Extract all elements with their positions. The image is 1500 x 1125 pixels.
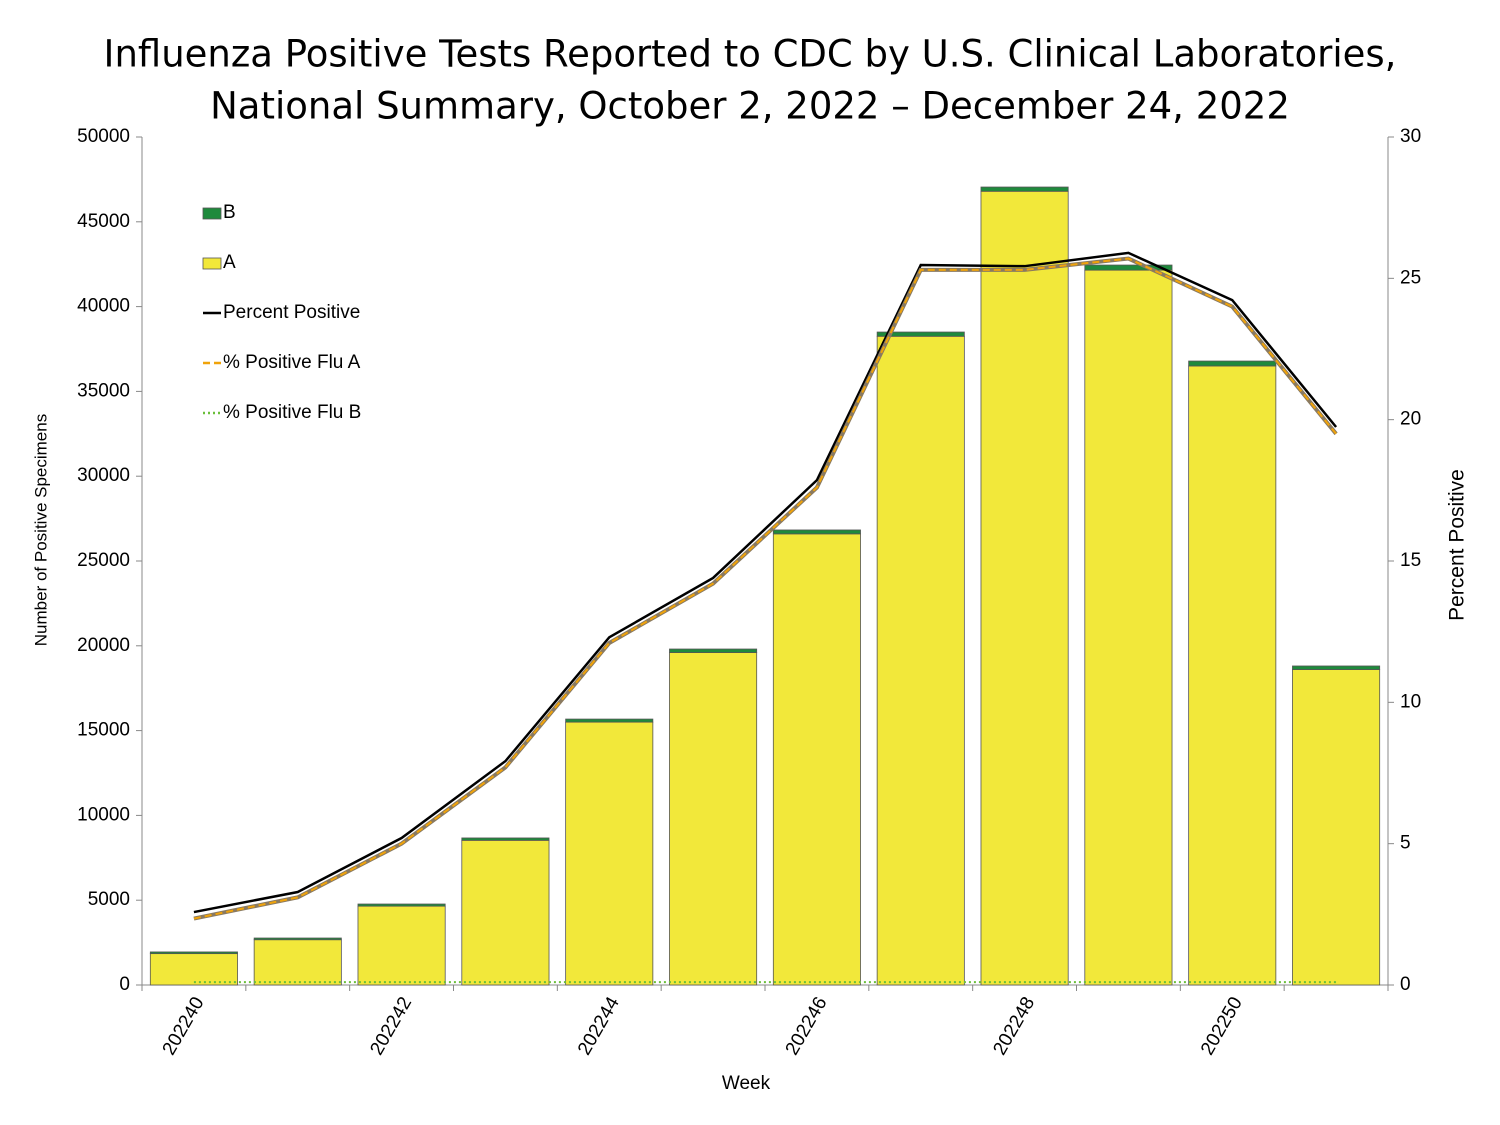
bar (772, 533, 861, 986)
legend-swatch (202, 207, 222, 220)
y-tick-label: 45000 (77, 211, 130, 232)
legend-label: B (223, 202, 236, 223)
bar (357, 903, 446, 907)
chart-title: National Summary, October 2, 2022 – Dece… (210, 85, 1290, 128)
bar (461, 837, 550, 841)
legend-label: Percent Positive (223, 302, 360, 323)
bar (980, 186, 1069, 192)
bar (565, 718, 654, 723)
chart-title: Influenza Positive Tests Reported to CDC… (104, 33, 1397, 76)
x-tick-label: 202248 (989, 994, 1039, 1059)
bar (876, 335, 965, 986)
y-tick-label: 15000 (77, 720, 130, 741)
bar (357, 905, 446, 986)
bar (1084, 269, 1173, 986)
y2-tick-label: 30 (1400, 126, 1421, 147)
bar (565, 721, 654, 986)
bar (1084, 264, 1173, 271)
y2-axis-title: Percent Positive (1446, 469, 1469, 621)
legend-label: % Positive Flu B (223, 402, 361, 423)
y2-tick-label: 25 (1400, 267, 1421, 288)
bar (1188, 360, 1277, 367)
x-tick-label: 202244 (574, 993, 624, 1059)
y-tick-label: 25000 (77, 550, 130, 571)
y-tick-label: 10000 (77, 804, 130, 825)
y-axis-title: Number of Positive Specimens (31, 414, 50, 646)
x-tick-label: 202242 (366, 994, 416, 1059)
y-tick-label: 50000 (77, 126, 130, 147)
x-axis-title: Week (722, 1073, 771, 1094)
y-tick-label: 40000 (77, 296, 130, 317)
bar (980, 190, 1069, 986)
y-tick-label: 20000 (77, 635, 130, 656)
y-tick-label: 0 (119, 974, 130, 995)
line (193, 251, 1338, 914)
legend-swatch (202, 257, 222, 270)
y2-tick-label: 10 (1400, 691, 1421, 712)
bar (253, 939, 342, 986)
y2-tick-label: 15 (1400, 550, 1421, 571)
bar (876, 331, 965, 337)
bar (669, 648, 758, 653)
y2-tick-label: 20 (1400, 409, 1421, 430)
bar (149, 953, 238, 986)
legend-label: % Positive Flu A (223, 352, 361, 373)
bar (1292, 669, 1381, 986)
bar (1188, 365, 1277, 986)
legend-label: A (223, 252, 236, 273)
x-tick-label: 202240 (159, 994, 209, 1059)
bar (461, 839, 550, 986)
y-tick-label: 5000 (88, 889, 130, 910)
y-tick-label: 35000 (77, 380, 130, 401)
y-tick-label: 30000 (77, 465, 130, 486)
y2-tick-label: 5 (1400, 833, 1411, 854)
x-tick-label: 202246 (782, 994, 832, 1059)
bar (253, 937, 342, 941)
y2-tick-label: 0 (1400, 974, 1411, 995)
line (193, 257, 1337, 920)
bar (669, 652, 758, 986)
bar (772, 529, 861, 535)
x-tick-label: 202250 (1197, 994, 1247, 1059)
bar (1292, 665, 1381, 670)
bar (149, 951, 238, 955)
